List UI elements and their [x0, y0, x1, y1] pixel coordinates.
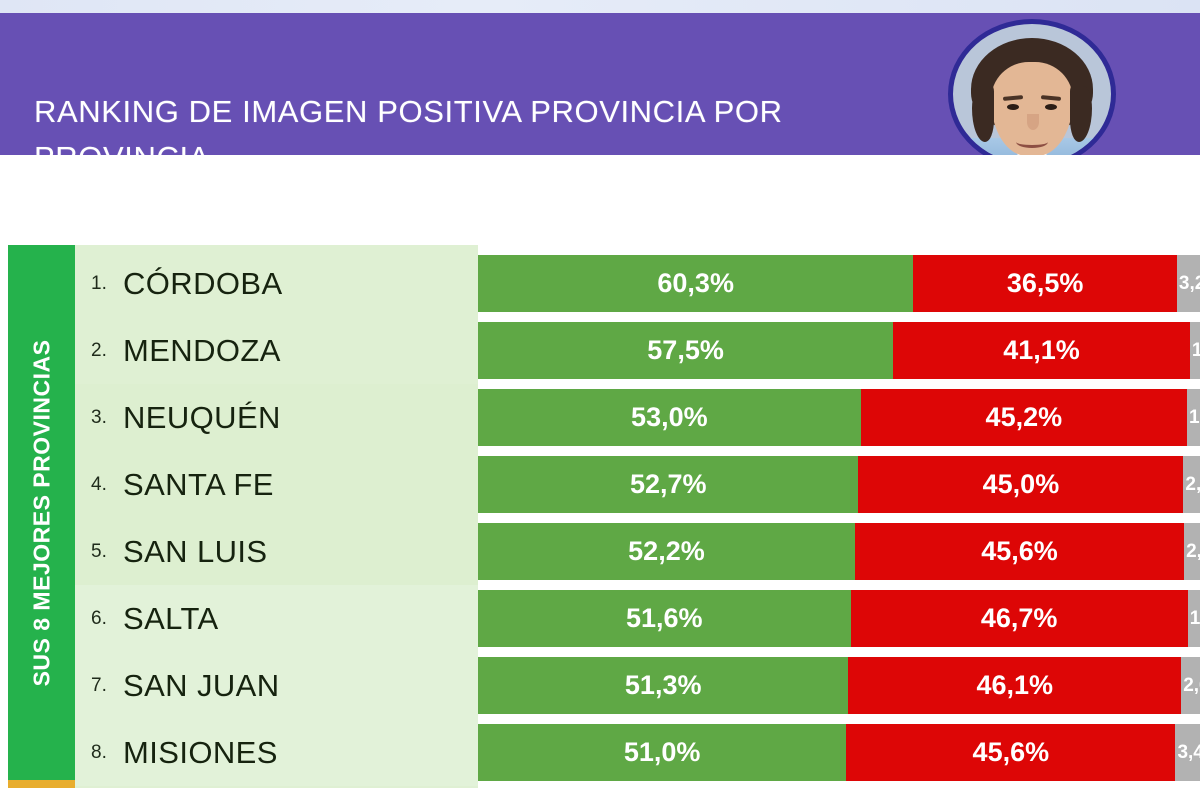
bar-segment-nsnc: 1,4%: [1189, 322, 1200, 379]
row-name-background: [75, 652, 478, 719]
stacked-bar: 60,3% 36,5% 3,2%: [478, 255, 1200, 312]
page-title-line-1: RANKING DE IMAGEN POSITIVA PROVINCIA POR…: [34, 94, 783, 175]
table-row[interactable]: 5. SAN LUIS 52,2% 45,6% 2,2%: [75, 518, 1200, 585]
side-banner: SUS 8 MEJORES PROVINCIAS: [8, 245, 75, 780]
bar-segment-nsnc: 3,4%: [1175, 724, 1200, 781]
table-row[interactable]: 4. SANTA FE 52,7% 45,0% 2,3%: [75, 451, 1200, 518]
bar-segment-positiva: 51,0%: [478, 724, 847, 781]
stacked-bar: 57,5% 41,1% 1,4%: [478, 322, 1200, 379]
bar-segment-positiva-value: 53,0%: [631, 402, 708, 432]
table-row[interactable]: 2. MENDOZA 57,5% 41,1% 1,4%: [75, 317, 1200, 384]
bar-segment-negativa: 41,1%: [893, 322, 1190, 379]
row-rank: 4.: [91, 473, 107, 495]
bar-segment-nsnc: 2,2%: [1184, 523, 1200, 580]
table-row[interactable]: 3. NEUQUÉN 53,0% 45,2% 1,8%: [75, 384, 1200, 451]
stacked-bar: 51,3% 46,1% 2,6%: [478, 657, 1200, 714]
row-rank: 7.: [91, 674, 107, 696]
bar-segment-positiva: 60,3%: [478, 255, 914, 312]
bar-segment-negativa: 45,2%: [860, 389, 1187, 446]
table-row[interactable]: 6. SALTA 51,6% 46,7% 1,7%: [75, 585, 1200, 652]
bar-segment-positiva: 52,2%: [478, 523, 855, 580]
bar-segment-nsnc: 1,7%: [1187, 590, 1200, 647]
bar-segment-negativa-value: 45,0%: [982, 469, 1060, 499]
stacked-bar: 51,6% 46,7% 1,7%: [478, 590, 1200, 647]
top-decorative-strip: [0, 0, 1200, 13]
bar-segment-positiva-value: 52,7%: [629, 469, 707, 499]
legend-band: POSITIVA NEGATIVA NS / NC: [0, 155, 1200, 376]
row-rank: 5.: [91, 540, 107, 562]
javier-milei-portrait-icon: [948, 19, 1116, 169]
table-row[interactable]: 1. CÓRDOBA 60,3% 36,5% 3,2%: [75, 250, 1200, 317]
row-province-name: NEUQUÉN: [123, 399, 281, 435]
bar-segment-negativa-value: 45,6%: [972, 737, 1050, 767]
bar-segment-positiva: 51,6%: [478, 590, 851, 647]
side-banner-accent: [8, 780, 75, 788]
stacked-bar: 53,0% 45,2% 1,8%: [478, 389, 1200, 446]
stacked-bar: 52,7% 45,0% 2,3%: [478, 456, 1200, 513]
stacked-bar: 51,0% 45,6% 3,4%: [478, 724, 1200, 781]
bar-segment-nsnc: 1,8%: [1187, 389, 1200, 446]
row-rank: 6.: [91, 607, 107, 629]
bar-segment-negativa-value: 36,5%: [1006, 268, 1084, 298]
header-banner: RANKING DE IMAGEN POSITIVA PROVINCIA POR…: [0, 13, 1200, 267]
bar-segment-nsnc: 2,3%: [1183, 456, 1200, 513]
row-rank: 8.: [91, 741, 107, 763]
bar-segment-negativa: 45,6%: [854, 523, 1185, 580]
bar-segment-negativa: 45,6%: [846, 724, 1176, 781]
row-rank: 3.: [91, 406, 107, 428]
bar-segment-positiva-value: 51,0%: [623, 737, 701, 767]
bar-segment-nsnc-value: 3,4%: [1177, 741, 1200, 763]
table-row[interactable]: 7. SAN JUAN 51,3% 46,1% 2,6%: [75, 652, 1200, 719]
bar-segment-nsnc-value: 1,7%: [1189, 607, 1200, 629]
stacked-bar: 52,2% 45,6% 2,2%: [478, 523, 1200, 580]
bar-segment-positiva-value: 52,2%: [628, 536, 705, 566]
row-province-name: MISIONES: [123, 734, 278, 770]
bar-segment-positiva: 52,7%: [478, 456, 859, 513]
row-province-name: SANTA FE: [123, 466, 274, 502]
ranking-chart: SUS 8 MEJORES PROVINCIAS 1. CÓRDOBA 60,3% 3…: [0, 245, 1200, 788]
bar-segment-negativa: 45,0%: [858, 456, 1184, 513]
row-name-background: [75, 719, 478, 786]
bar-segment-negativa-value: 45,2%: [985, 402, 1063, 432]
row-name-background: [75, 451, 478, 518]
bar-segment-nsnc-value: 2,3%: [1185, 473, 1200, 495]
bar-segment-nsnc: 2,6%: [1181, 657, 1200, 714]
row-name-background: [75, 317, 478, 384]
row-province-name: SALTA: [123, 600, 219, 636]
bar-segment-positiva: 57,5%: [478, 322, 894, 379]
bar-segment-positiva-value: 60,3%: [657, 268, 734, 298]
bar-segment-positiva-value: 57,5%: [647, 335, 724, 365]
row-province-name: SAN LUIS: [123, 533, 268, 569]
bar-segment-negativa: 36,5%: [913, 255, 1177, 312]
row-province-name: MENDOZA: [123, 332, 281, 368]
bar-segment-nsnc-value: 1,4%: [1191, 339, 1200, 361]
row-name-background: [75, 585, 478, 652]
row-rank: 2.: [91, 339, 107, 361]
bar-segment-negativa-value: 46,1%: [976, 670, 1054, 700]
bar-segment-nsnc: 3,2%: [1176, 255, 1200, 312]
side-banner-label: SUS 8 MEJORES PROVINCIAS: [28, 339, 54, 686]
row-name-background: [75, 384, 478, 451]
bar-segment-nsnc-value: 1,8%: [1189, 406, 1200, 428]
avatar: [948, 19, 1116, 169]
bar-segment-negativa: 46,7%: [850, 590, 1188, 647]
bar-segment-positiva-value: 51,3%: [624, 670, 702, 700]
table-row[interactable]: 8. MISIONES 51,0% 45,6% 3,4%: [75, 719, 1200, 786]
bar-segment-positiva: 53,0%: [478, 389, 861, 446]
row-name-background: [75, 250, 478, 317]
bar-segment-nsnc-value: 3,2%: [1178, 272, 1200, 294]
row-rank: 1.: [91, 272, 107, 294]
bar-segment-nsnc-value: 2,2%: [1186, 540, 1200, 562]
bar-segment-negativa: 46,1%: [848, 657, 1182, 714]
bar-segment-negativa-value: 41,1%: [1003, 335, 1080, 365]
row-province-name: CÓRDOBA: [123, 265, 283, 301]
row-name-background: [75, 518, 478, 585]
bar-segment-nsnc-value: 2,6%: [1183, 674, 1200, 696]
bar-segment-negativa-value: 45,6%: [981, 536, 1058, 566]
bar-segment-positiva: 51,3%: [478, 657, 849, 714]
row-province-name: SAN JUAN: [123, 667, 280, 703]
bar-segment-positiva-value: 51,6%: [625, 603, 703, 633]
bar-segment-negativa-value: 46,7%: [980, 603, 1058, 633]
